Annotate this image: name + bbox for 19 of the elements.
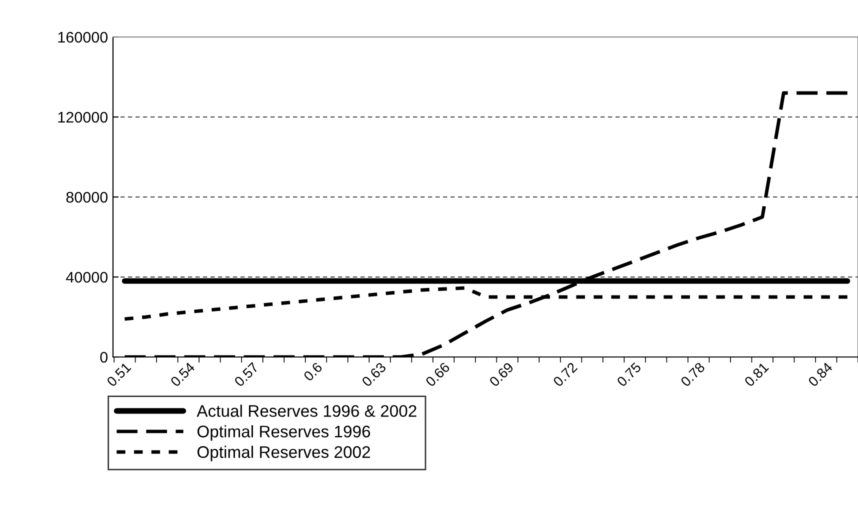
- x-tick-label: 0.69: [488, 362, 514, 388]
- y-tick-label: 160000: [58, 32, 108, 43]
- legend-label: Optimal Reserves 1996: [197, 425, 370, 441]
- x-tick-label: 0.72: [552, 362, 578, 388]
- x-tick-label: 0.6: [302, 362, 323, 382]
- x-tick-label: 0.51: [106, 362, 132, 388]
- x-tick-label: 0.84: [808, 362, 834, 388]
- legend-label: Optimal Reserves 2002: [197, 446, 370, 462]
- legend-label: Actual Reserves 1996 & 2002: [196, 404, 416, 417]
- y-tick-label: 120000: [58, 112, 108, 123]
- x-tick-label: 0.54: [170, 362, 196, 388]
- x-tick-label: 0.78: [680, 362, 706, 388]
- x-tick-label: 0.81: [744, 362, 770, 388]
- x-tick-label: 0.63: [361, 362, 387, 388]
- x-tick-label: 0.66: [425, 362, 450, 388]
- y-tick-label: 80000: [66, 192, 108, 203]
- y-tick-label: 40000: [66, 272, 108, 283]
- x-tick-label: 0.75: [616, 362, 642, 388]
- y-tick-label: 0: [100, 352, 108, 363]
